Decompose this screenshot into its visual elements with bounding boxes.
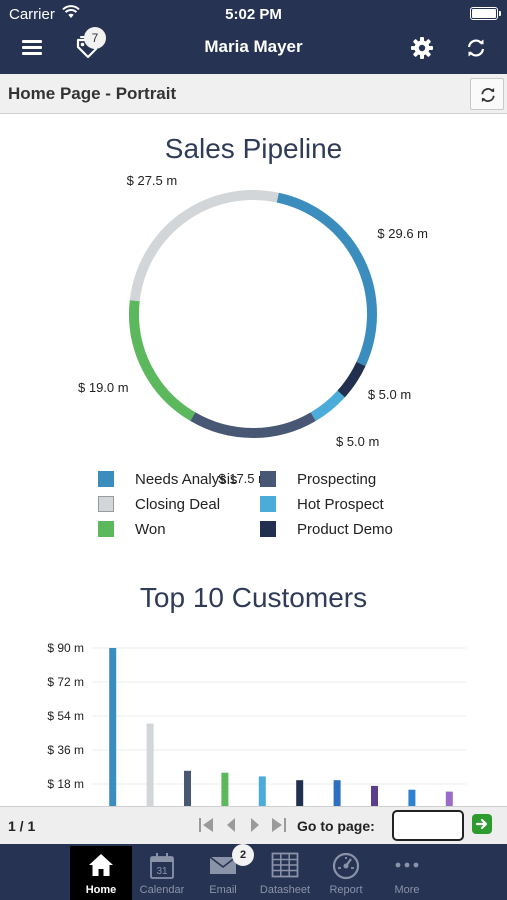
donut-slice-prospecting	[190, 412, 316, 438]
customer-bar	[221, 772, 229, 806]
tab-datasheet[interactable]: Datasheet	[254, 846, 316, 900]
y-tick-label: $ 54 m	[47, 709, 84, 723]
sync-icon[interactable]	[465, 37, 487, 59]
donut-slice-closing-deal	[129, 190, 279, 302]
menu-icon[interactable]	[22, 40, 42, 56]
customer-bar	[333, 780, 341, 806]
tab-calendar-label: Calendar	[139, 884, 185, 896]
page-count: 1 / 1	[8, 818, 36, 834]
tab-home-label: Home	[85, 884, 117, 896]
y-tick-label: $ 72 m	[47, 675, 84, 689]
page-header: Home Page - Portrait	[0, 74, 507, 114]
legend-label: Needs Analysis	[135, 471, 238, 488]
email-icon	[209, 856, 237, 874]
goto-page-label: Go to page:	[297, 818, 375, 834]
wifi-icon	[62, 5, 80, 18]
customers-title: Top 10 Customers	[139, 582, 368, 613]
customer-bar	[146, 723, 154, 806]
tab-report-label: Report	[329, 884, 363, 896]
report-icon	[332, 852, 360, 880]
calendar-day: 31	[156, 866, 168, 877]
customer-bar	[408, 789, 416, 806]
goto-page-input[interactable]	[392, 810, 464, 841]
tags-badge: 7	[84, 27, 106, 49]
donut-value-label: $ 19.0 m	[78, 380, 129, 396]
next-page-icon[interactable]	[248, 815, 262, 835]
tab-calendar[interactable]: 31 Calendar	[131, 846, 193, 900]
customers-bar-chart: $ 18 m $ 36 m $ 54 m $ 72 m $ 90 m	[47, 641, 466, 806]
donut-value-label: $ 27.5 m	[126, 172, 178, 188]
tab-more[interactable]: More	[376, 846, 438, 900]
legend-swatch	[98, 496, 114, 512]
customer-bar	[109, 648, 117, 806]
legend-label: Prospecting	[297, 471, 377, 488]
tab-home[interactable]: Home	[70, 846, 132, 900]
donut-value-label: $ 17.5 m	[218, 471, 269, 486]
legend-label: Hot Prospect	[297, 496, 384, 513]
battery-icon	[470, 7, 498, 20]
legend-label: Product Demo	[297, 521, 393, 538]
goto-page-button[interactable]	[472, 814, 492, 834]
home-icon	[89, 854, 113, 876]
customer-bar	[445, 791, 453, 806]
carrier-label: Carrier	[9, 6, 55, 23]
donut-slice-product-demo	[337, 361, 366, 398]
legend-label: Won	[135, 521, 166, 538]
pager: 1 / 1 Go to page:	[0, 806, 507, 844]
y-tick-label: $ 18 m	[47, 777, 84, 791]
pipeline-legend: Needs Analysis Prospecting Closing Deal Hot…	[98, 470, 438, 550]
datasheet-icon	[271, 852, 299, 878]
y-tick-label: $ 90 m	[47, 641, 84, 655]
donut-slice-hot-prospect	[310, 390, 345, 421]
last-page-icon[interactable]	[270, 815, 288, 835]
donut-slice-won	[129, 300, 196, 421]
donut-slice-needs-analysis	[276, 192, 377, 367]
clock: 5:02 PM	[225, 6, 282, 23]
nav-title: Maria Mayer	[204, 37, 303, 56]
page-title: Home Page - Portrait	[8, 84, 177, 103]
y-tick-label: $ 36 m	[47, 743, 84, 757]
legend-swatch	[260, 521, 276, 537]
customer-bar	[371, 785, 378, 806]
pipeline-title: Sales Pipeline	[164, 133, 343, 164]
tab-more-label: More	[394, 884, 420, 896]
tab-email-label: Email	[209, 884, 237, 896]
refresh-icon	[481, 88, 495, 102]
legend-swatch	[98, 521, 114, 537]
tab-email[interactable]: Email	[192, 846, 254, 900]
top-bar: Carrier 5:02 PM 7 Maria Mayer	[0, 0, 507, 74]
legend-label: Closing Deal	[135, 496, 221, 513]
tab-report[interactable]: Report	[315, 846, 377, 900]
email-badge: 2	[232, 844, 254, 866]
legend-swatch	[260, 496, 276, 512]
gear-icon[interactable]	[410, 36, 434, 60]
customer-bar	[258, 776, 266, 806]
arrow-right-icon	[475, 818, 488, 830]
donut-value-label: $ 5.0 m	[335, 433, 380, 449]
donut-value-label: $ 5.0 m	[367, 386, 412, 402]
legend-swatch	[98, 471, 114, 487]
customer-bar	[184, 770, 191, 806]
first-page-icon[interactable]	[197, 815, 215, 835]
pipeline-donut-chart	[129, 190, 377, 438]
more-icon	[395, 862, 419, 868]
donut-value-label: $ 29.6 m	[377, 225, 428, 241]
battery-tip	[499, 11, 501, 16]
tab-datasheet-label: Datasheet	[259, 884, 311, 896]
previous-page-icon[interactable]	[224, 815, 238, 835]
customer-bar	[296, 780, 304, 806]
page-refresh-button[interactable]	[470, 78, 504, 110]
legend-swatch	[260, 471, 276, 487]
calendar-icon: 31	[150, 853, 174, 879]
